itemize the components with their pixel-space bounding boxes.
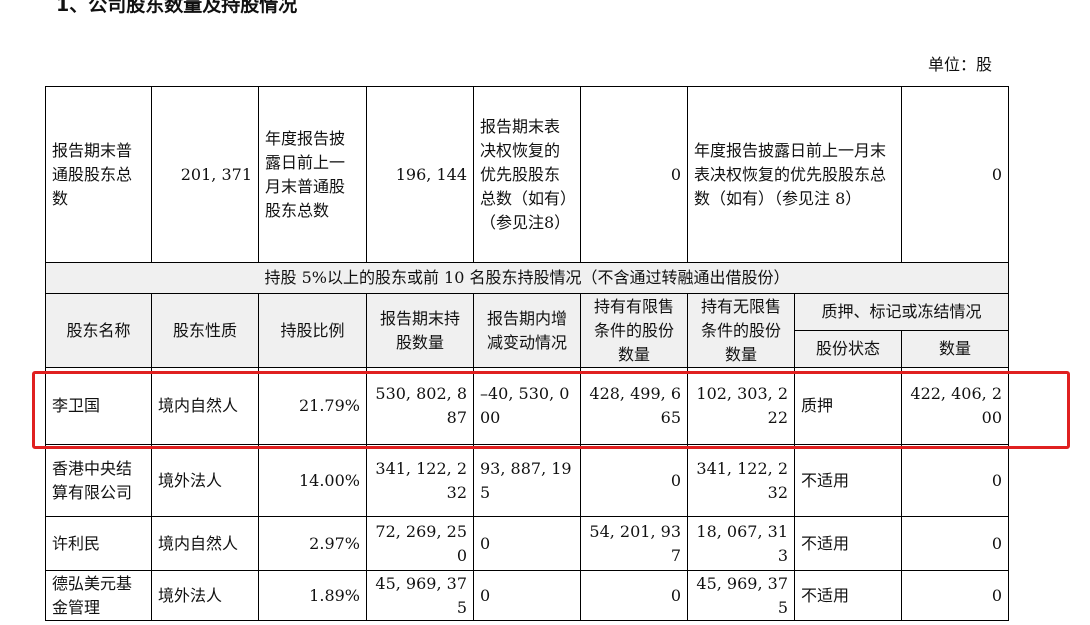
cell-change: 0 [473,570,581,621]
total-holders-label: 报告期末普通股股东总数 [45,86,152,263]
cell-ratio: 2.97% [258,516,367,571]
cell-pledge-qty: 0 [901,444,1009,517]
col-header-pledge-status: 股份状态 [794,330,902,368]
summary-row: 报告期末普通股股东总数 201, 371 年度报告披露日前上一月末普通股股东总数… [45,86,1009,263]
cell-end-qty: 341, 122, 232 [366,444,474,517]
cell-restricted: 428, 499, 665 [580,367,688,445]
col-header-unrestricted: 持有无限售条件的股份数量 [687,293,795,368]
cell-change: 0 [473,516,581,571]
cell-name: 德弘美元基金管理 [45,570,152,621]
cell-unrestricted: 18, 067, 313 [687,516,795,571]
cell-change: 93, 887, 195 [473,444,581,517]
table-row: 德弘美元基金管理 境外法人 1.89% 45, 969, 375 0 0 45,… [45,570,1009,621]
cell-unrestricted: 45, 969, 375 [687,570,795,621]
col-header-end-qty: 报告期末持股数量 [366,293,474,368]
col-header-nature: 股东性质 [151,293,259,368]
preferred-holders-value: 0 [580,86,688,263]
cell-restricted: 0 [580,570,688,621]
col-header-pledge-group: 质押、标记或冻结情况 [794,293,1009,331]
prior-month-preferred-value: 0 [901,86,1009,263]
cell-status: 不适用 [794,444,902,517]
col-header-pledge-qty: 数量 [901,330,1009,368]
header-row: 股东名称 股东性质 持股比例 报告期末持股数量 报告期内增减变动情况 持有有限售… [45,293,1009,368]
cell-ratio: 21.79% [258,367,367,445]
unit-label: 单位：股 [928,55,993,74]
cell-unrestricted: 341, 122, 232 [687,444,795,517]
cell-restricted: 54, 201, 937 [580,516,688,571]
cell-pledge-qty: 422, 406, 200 [901,367,1009,445]
preferred-holders-label: 报告期末表决权恢复的优先股股东总数（如有）（参见注8） [473,86,581,263]
prior-month-holders-label: 年度报告披露日前上一月末普通股股东总数 [258,86,367,263]
cell-restricted: 0 [580,444,688,517]
cell-nature: 境内自然人 [151,367,259,445]
shareholder-table: 报告期末普通股股东总数 201, 371 年度报告披露日前上一月末普通股股东总数… [45,86,1009,621]
band-title: 持股 5%以上的股东或前 10 名股东持股情况（不含通过转融通出借股份） [45,262,1009,294]
section-heading: 1、公司股东数量及持股情况 [56,0,298,16]
cell-name: 香港中央结算有限公司 [45,444,152,517]
cell-status: 不适用 [794,516,902,571]
cell-pledge-qty: 0 [901,516,1009,571]
cell-ratio: 1.89% [258,570,367,621]
cell-unrestricted: 102, 303, 222 [687,367,795,445]
col-header-change: 报告期内增减变动情况 [473,293,581,368]
table-row: 许利民 境内自然人 2.97% 72, 269, 250 0 54, 201, … [45,516,1009,571]
cell-ratio: 14.00% [258,444,367,517]
col-header-restricted: 持有有限售条件的股份数量 [580,293,688,368]
cell-change: –40, 530, 000 [473,367,581,445]
prior-month-holders-value: 196, 144 [366,86,474,263]
cell-status: 质押 [794,367,902,445]
cell-nature: 境外法人 [151,444,259,517]
cell-status: 不适用 [794,570,902,621]
cell-name: 许利民 [45,516,152,571]
subheader-row: 股份状态 数量 [46,330,1009,368]
cell-end-qty: 72, 269, 250 [366,516,474,571]
cell-name: 李卫国 [45,367,152,445]
cell-end-qty: 45, 969, 375 [366,570,474,621]
col-header-name: 股东名称 [45,293,152,368]
cell-end-qty: 530, 802, 887 [366,367,474,445]
table-row: 李卫国 境内自然人 21.79% 530, 802, 887 –40, 530,… [45,367,1009,445]
cell-pledge-qty: 0 [901,570,1009,621]
col-header-ratio: 持股比例 [258,293,367,368]
prior-month-preferred-label: 年度报告披露日前上一月末表决权恢复的优先股股东总数（如有）（参见注 8） [687,86,902,263]
band-row: 持股 5%以上的股东或前 10 名股东持股情况（不含通过转融通出借股份） [45,262,1009,294]
cell-nature: 境外法人 [151,570,259,621]
cell-nature: 境内自然人 [151,516,259,571]
total-holders-value: 201, 371 [151,86,259,263]
table-row: 香港中央结算有限公司 境外法人 14.00% 341, 122, 232 93,… [45,444,1009,517]
